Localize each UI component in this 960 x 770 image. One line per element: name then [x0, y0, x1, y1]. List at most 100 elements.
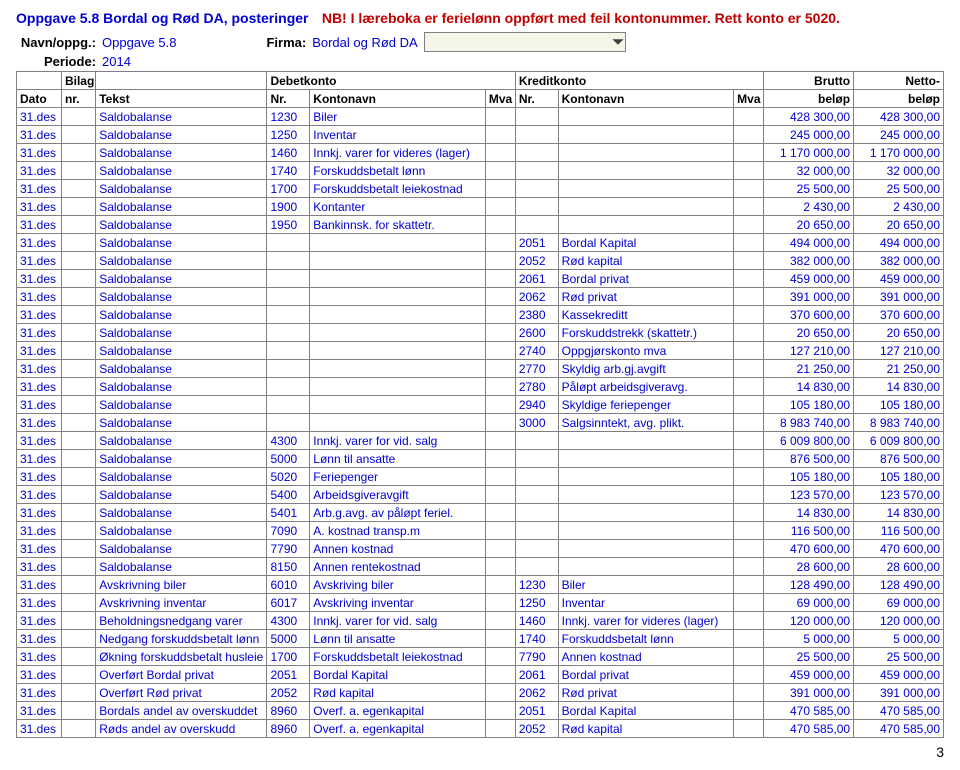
cell — [61, 360, 95, 378]
cell: Salgsinntekt, avg. plikt. — [558, 414, 734, 432]
cell — [310, 378, 486, 396]
cell: Bordals andel av overskuddet — [96, 702, 267, 720]
cell: 2052 — [515, 720, 558, 738]
cell: 3000 — [515, 414, 558, 432]
cell: 31.des — [17, 450, 62, 468]
cell — [61, 540, 95, 558]
cell — [734, 540, 764, 558]
cell — [61, 396, 95, 414]
cell: Skyldige feriepenger — [558, 396, 734, 414]
cell: 2 430,00 — [764, 198, 854, 216]
cell — [267, 324, 310, 342]
cell — [515, 180, 558, 198]
cell: 31.des — [17, 576, 62, 594]
cell — [734, 252, 764, 270]
cell: 2062 — [515, 684, 558, 702]
cell: 1230 — [515, 576, 558, 594]
cell — [61, 144, 95, 162]
cell — [310, 306, 486, 324]
table-row: 31.desSaldobalanse1740Forskuddsbetalt lø… — [17, 162, 944, 180]
cell: 7790 — [267, 540, 310, 558]
cell: 494 000,00 — [854, 234, 944, 252]
cell: 1460 — [515, 612, 558, 630]
cell: 1 170 000,00 — [854, 144, 944, 162]
cell: Avskriving biler — [310, 576, 486, 594]
cell — [485, 648, 515, 666]
cell — [734, 450, 764, 468]
cell: Rød privat — [558, 288, 734, 306]
cell: 2940 — [515, 396, 558, 414]
cell: 31.des — [17, 162, 62, 180]
cell — [485, 432, 515, 450]
cell: Annen kostnad — [310, 540, 486, 558]
h-belop1: beløp — [764, 90, 854, 108]
cell — [267, 252, 310, 270]
cell: Forskuddsbetalt leiekostnad — [310, 648, 486, 666]
cell — [515, 432, 558, 450]
cell — [61, 342, 95, 360]
cell — [558, 180, 734, 198]
cell — [485, 216, 515, 234]
header-row-1: Bilag Debetkonto Kreditkonto Brutto Nett… — [17, 72, 944, 90]
cell: 6 009 800,00 — [764, 432, 854, 450]
cell: 1700 — [267, 180, 310, 198]
cell: Saldobalanse — [96, 432, 267, 450]
cell — [61, 468, 95, 486]
info-row-navn: Navn/oppg.: Oppgave 5.8 Firma: Bordal og… — [16, 32, 944, 52]
h-mva2: Mva — [734, 90, 764, 108]
cell — [485, 126, 515, 144]
cell — [558, 450, 734, 468]
table-row: 31.desBordals andel av overskuddet8960Ov… — [17, 702, 944, 720]
cell: 459 000,00 — [764, 666, 854, 684]
cell — [485, 396, 515, 414]
cell: Oppgjørskonto mva — [558, 342, 734, 360]
table-row: 31.desBeholdningsnedgang varer4300Innkj.… — [17, 612, 944, 630]
cell: 391 000,00 — [764, 684, 854, 702]
cell: 31.des — [17, 270, 62, 288]
cell: Saldobalanse — [96, 450, 267, 468]
cell — [734, 270, 764, 288]
cell: Bordal Kapital — [558, 234, 734, 252]
table-row: 31.desRøds andel av overskudd8960Overf. … — [17, 720, 944, 738]
cell — [485, 180, 515, 198]
cell: 31.des — [17, 648, 62, 666]
cell: Saldobalanse — [96, 558, 267, 576]
cell: 32 000,00 — [764, 162, 854, 180]
cell: 120 000,00 — [854, 612, 944, 630]
cell: 1460 — [267, 144, 310, 162]
cell: 8150 — [267, 558, 310, 576]
cell: Saldobalanse — [96, 180, 267, 198]
h-nr2: Nr. — [267, 90, 310, 108]
cell — [310, 252, 486, 270]
cell: 128 490,00 — [764, 576, 854, 594]
cell: 128 490,00 — [854, 576, 944, 594]
table-row: 31.desSaldobalanse5020Feriepenger105 180… — [17, 468, 944, 486]
cell: 120 000,00 — [764, 612, 854, 630]
cell: 470 585,00 — [764, 720, 854, 738]
cell: 116 500,00 — [764, 522, 854, 540]
cell — [485, 486, 515, 504]
cell — [310, 396, 486, 414]
cell — [515, 216, 558, 234]
cell: 20 650,00 — [764, 216, 854, 234]
cell: Saldobalanse — [96, 540, 267, 558]
cell — [734, 144, 764, 162]
cell — [485, 720, 515, 738]
cell — [734, 720, 764, 738]
chevron-down-icon — [611, 35, 625, 49]
cell: 382 000,00 — [764, 252, 854, 270]
cell: Bordal Kapital — [310, 666, 486, 684]
cell: 470 600,00 — [854, 540, 944, 558]
cell: 31.des — [17, 306, 62, 324]
cell: 4300 — [267, 432, 310, 450]
firma-dropdown[interactable] — [424, 32, 626, 52]
cell: 2600 — [515, 324, 558, 342]
table-row: 31.desSaldobalanse2770Skyldig arb.gj.avg… — [17, 360, 944, 378]
cell — [734, 522, 764, 540]
cell — [515, 162, 558, 180]
table-row: 31.desSaldobalanse1900Kontanter2 430,002… — [17, 198, 944, 216]
table-row: 31.desSaldobalanse2600Forskuddstrekk (sk… — [17, 324, 944, 342]
cell: 127 210,00 — [764, 342, 854, 360]
cell: Avskrivning biler — [96, 576, 267, 594]
cell: 5000 — [267, 630, 310, 648]
